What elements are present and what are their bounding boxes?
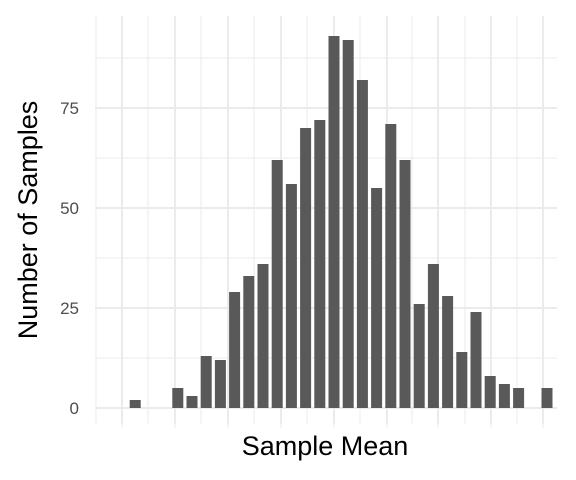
histogram-bar [427,264,439,408]
histogram-bars [129,36,553,408]
histogram-bar [371,188,383,408]
x-axis-title: Sample Mean [242,431,409,461]
histogram-bar [200,356,212,408]
histogram-bar [285,184,297,408]
y-tick-label: 50 [60,199,79,218]
y-axis-tick-labels: 0 25 50 75 [60,99,79,418]
histogram-bar [172,388,184,408]
y-axis-title: Number of Samples [13,101,43,340]
histogram-bar [186,396,198,408]
histogram-bar [300,128,312,408]
histogram-bar [484,376,496,408]
major-gridlines [95,16,557,424]
y-tick-label: 25 [60,299,79,318]
histogram-bar [399,160,411,408]
histogram-bar [456,352,468,408]
histogram-bar [257,264,269,408]
histogram-bar [541,388,553,408]
histogram-bar [314,120,326,408]
histogram-bar [385,124,397,408]
histogram-bar [214,360,226,408]
histogram-bar [442,296,454,408]
minor-gridlines [95,16,557,424]
histogram-bar [413,304,425,408]
x-axis-ticks [121,424,544,428]
histogram-bar [342,40,354,408]
histogram-bar [498,384,510,408]
y-tick-label: 75 [60,99,79,118]
histogram-bar [513,388,525,408]
histogram-bar [328,36,340,408]
histogram-bar [470,312,482,408]
histogram-bar [243,276,255,408]
histogram-bar [356,80,368,408]
histogram-bar [271,160,283,408]
histogram-bar [129,400,141,408]
histogram-bar [229,292,241,408]
y-tick-label: 0 [70,399,79,418]
